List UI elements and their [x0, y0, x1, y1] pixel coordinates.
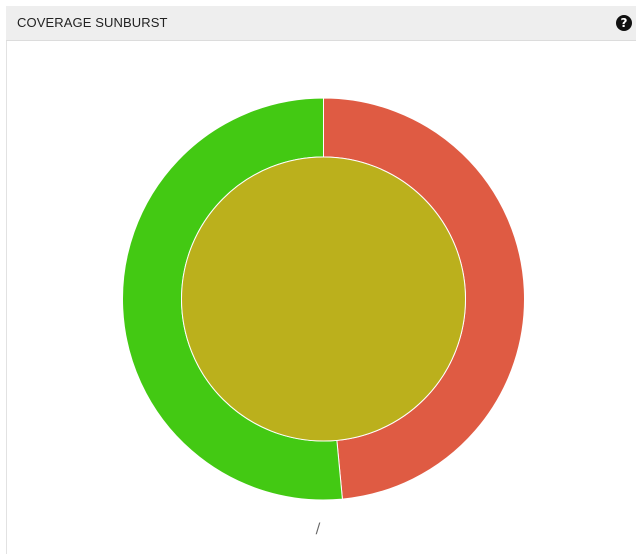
panel-header: COVERAGE SUNBURST ? [6, 6, 636, 41]
sunburst-breadcrumb[interactable]: / [315, 521, 321, 537]
panel-left-border [6, 6, 7, 554]
sunburst-root-segment[interactable] [181, 156, 466, 442]
question-circle-icon[interactable]: ? [616, 15, 632, 31]
panel-title: COVERAGE SUNBURST [17, 15, 168, 30]
